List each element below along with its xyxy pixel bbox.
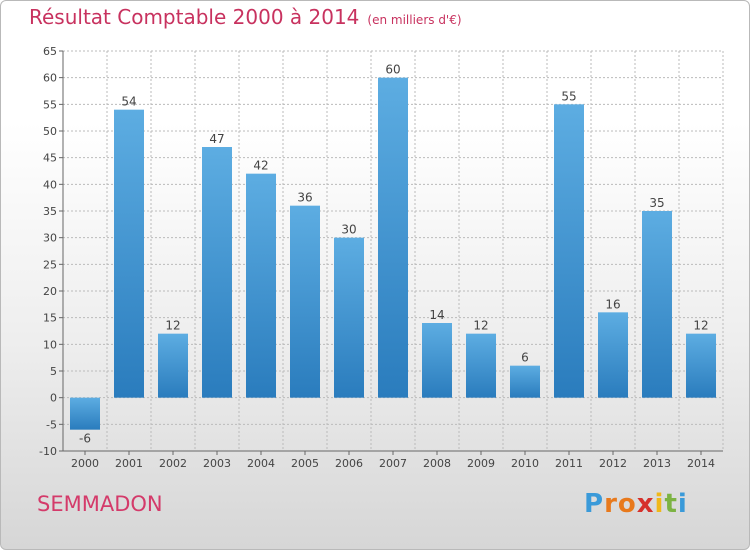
data-label: 12 [693,319,708,333]
logo-letter: x [636,489,655,519]
x-tick-label: 2009 [467,457,495,470]
chart-subtitle: (en milliers d'€) [367,13,462,27]
bar-2009 [466,333,496,398]
data-label: 12 [165,319,180,333]
commune-name: SEMMADON [37,492,163,516]
bar-2001 [114,109,144,398]
x-tick-label: 2011 [555,457,583,470]
x-tick-label: 2014 [687,457,715,470]
y-tick-label: 65 [43,45,57,58]
y-tick-label: 50 [43,125,57,138]
y-tick-label: 35 [43,205,57,218]
x-tick-label: 2008 [423,457,451,470]
x-tick-label: 2007 [379,457,407,470]
bar-2012 [598,312,628,398]
y-tick-label: -5 [46,418,57,431]
x-tick-label: 2000 [71,457,99,470]
x-tick-label: 2002 [159,457,187,470]
bar-2002 [158,333,188,398]
data-labels: -6 54 12 47 42 36 30 60 14 12 6 55 16 35 12 [79,63,709,446]
bar-2000 [70,397,100,430]
y-tick-label: 60 [43,72,57,85]
y-tick-label: 45 [43,152,57,165]
data-label: -6 [79,432,91,446]
y-tick-label: -10 [39,445,57,458]
x-tick-label: 2004 [247,457,275,470]
y-tick-label: 20 [43,285,57,298]
chart-title-text: Résultat Comptable 2000 à 2014 [29,5,360,29]
data-label: 14 [429,308,444,322]
x-tick-label: 2003 [203,457,231,470]
bar-2008 [422,323,452,398]
bar-2007 [378,77,408,398]
y-tick-label: 25 [43,258,57,271]
x-tick-label: 2001 [115,457,143,470]
x-tick-label: 2012 [599,457,627,470]
bar-2003 [202,147,232,398]
logo-letter: o [617,489,637,519]
y-tick-label: 30 [43,232,57,245]
logo-letter: r [604,489,618,519]
data-label: 12 [473,319,488,333]
data-label: 54 [121,95,136,109]
bar-2006 [334,237,364,398]
x-tick-label: 2010 [511,457,539,470]
bars [70,77,716,430]
logo-letter: P [584,489,605,519]
bar-2014 [686,333,716,398]
y-tick-label: 0 [50,392,57,405]
proxiti-logo: Proxiti [584,489,688,519]
y-tick-label: 55 [43,98,57,111]
data-label: 30 [341,223,356,237]
bar-2005 [290,205,320,398]
bar-2011 [554,104,584,398]
data-label: 55 [561,89,576,103]
logo-letter: i [654,489,665,519]
logo-letter: i [677,489,688,519]
data-label: 42 [253,159,268,173]
data-label: 47 [209,132,224,146]
x-tick-label: 2006 [335,457,363,470]
data-label: 6 [521,351,529,365]
x-tick-label: 2013 [643,457,671,470]
bar-2004 [246,173,276,398]
bar-2010 [510,365,540,398]
y-tick-label: 40 [43,178,57,191]
chart-title: Résultat Comptable 2000 à 2014 (en millie… [29,5,462,29]
x-tick-label: 2005 [291,457,319,470]
data-label: 35 [649,196,664,210]
data-label: 60 [385,63,400,77]
bar-2013 [642,211,672,398]
data-label: 36 [297,191,312,205]
y-tick-label: 5 [50,365,57,378]
data-label: 16 [605,297,620,311]
y-tick-label: 15 [43,312,57,325]
y-tick-label: 10 [43,338,57,351]
axes: -10 -5 0 5 10 15 20 25 30 35 40 45 50 55 60 65 2000 2001 2… [39,45,723,470]
logo-letter: t [664,489,678,519]
